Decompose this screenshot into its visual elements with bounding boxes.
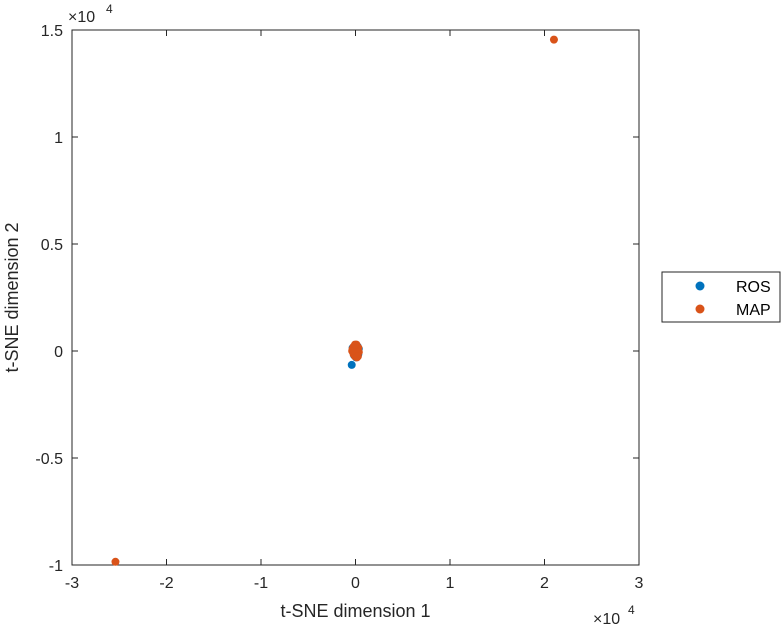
x-tick-label: -1 (254, 575, 268, 592)
x-multiplier-base: ×10 (593, 611, 620, 626)
legend-label-map: MAP (736, 302, 771, 319)
x-tick-label: 0 (351, 575, 360, 592)
legend: ROS MAP (661, 271, 781, 323)
legend-marker-map (695, 304, 705, 314)
x-tick-label: 3 (635, 575, 644, 592)
point-map (348, 347, 357, 355)
y-tick-label: -1 (49, 558, 63, 575)
y-tick-label: 1 (54, 130, 63, 147)
legend-box (661, 271, 781, 323)
x-axis-label: t-SNE dimension 1 (280, 601, 430, 621)
y-tick-label: 0.5 (41, 237, 63, 254)
x-axis-multiplier: ×10 4 (593, 603, 635, 626)
x-multiplier-exponent: 4 (628, 603, 635, 617)
y-tick-label: 0 (54, 344, 63, 361)
tick-labels: -3 -2 -1 0 1 2 3 -1 -0.5 0 0.5 1 1.5 (35, 23, 643, 592)
y-axis-multiplier: ×10 4 (68, 2, 113, 26)
x-tick-label: -3 (65, 575, 79, 592)
y-tick-label: 1.5 (41, 23, 63, 40)
point-ros (347, 360, 356, 369)
point-map (351, 340, 360, 349)
y-multiplier-exponent: 4 (106, 2, 113, 16)
y-tick-label: -0.5 (35, 451, 63, 468)
y-multiplier-base: ×10 (68, 9, 95, 26)
y-axis-label: t-SNE dimension 2 (2, 222, 22, 372)
legend-label-ros: ROS (736, 279, 771, 296)
legend-marker-ros (695, 281, 705, 291)
data-points (111, 35, 558, 566)
point-map (549, 35, 558, 44)
point-map (111, 557, 120, 566)
x-tick-label: 1 (446, 575, 455, 592)
x-tick-label: 2 (540, 575, 549, 592)
plot-area (71, 29, 640, 566)
axis-ticks (71, 29, 640, 566)
x-tick-label: -2 (159, 575, 173, 592)
point-map (353, 352, 362, 361)
